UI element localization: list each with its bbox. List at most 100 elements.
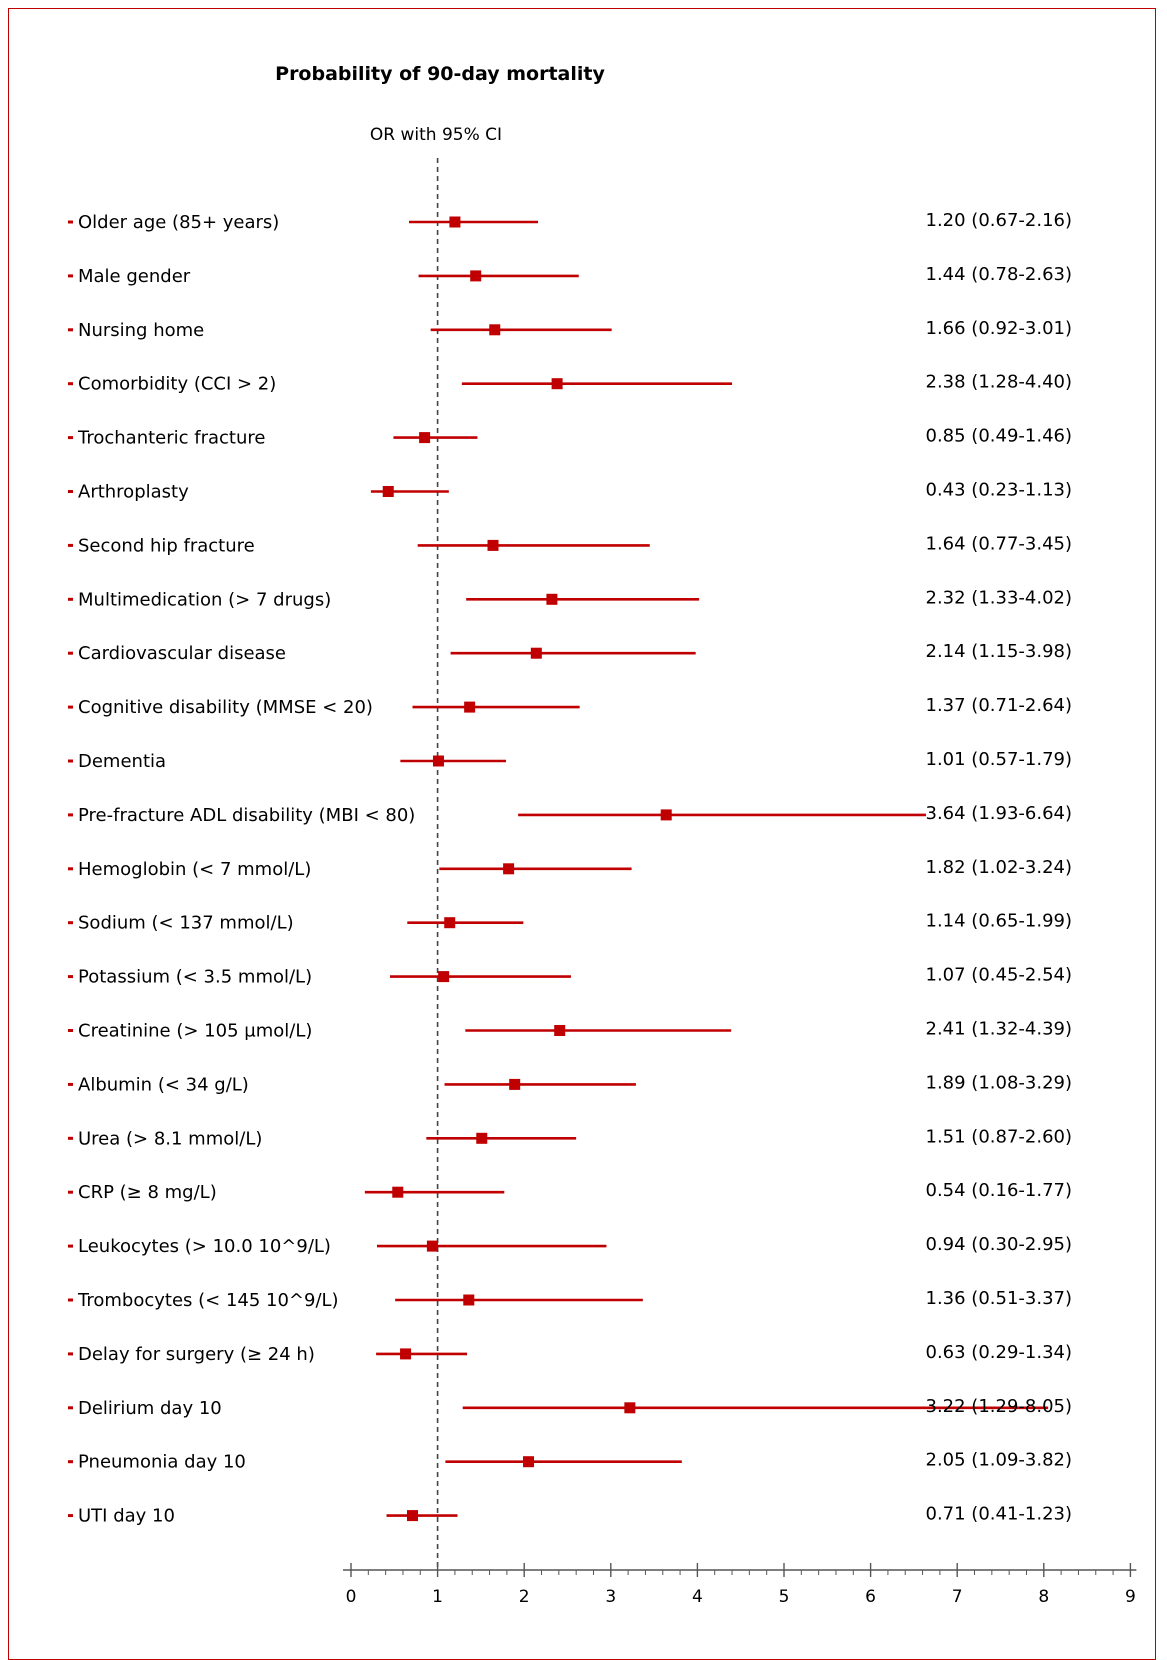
row-label: Multimedication (> 7 drugs) <box>78 589 331 610</box>
or-ci-value: 1.89 (1.08-3.29) <box>926 1072 1073 1093</box>
forest-row: Sodium (< 137 mmol/L) 1.14 (0.65-1.99) <box>68 911 1072 934</box>
or-ci-value: 1.14 (0.65-1.99) <box>926 911 1073 932</box>
row-label: Urea (> 8.1 mmol/L) <box>78 1128 262 1149</box>
forest-row: Potassium (< 3.5 mmol/L) 1.07 (0.45-2.54) <box>68 965 1072 988</box>
or-ci-value: 0.43 (0.23-1.13) <box>926 480 1073 501</box>
forest-row: Pre-fracture ADL disability (MBI < 80) 3.… <box>68 803 1072 826</box>
point-estimate <box>406 1510 418 1522</box>
row-bullet <box>68 759 73 763</box>
row-bullet <box>68 705 73 709</box>
row-bullet <box>68 220 73 224</box>
point-estimate <box>444 917 456 929</box>
or-ci-value: 2.14 (1.15-3.98) <box>926 641 1073 662</box>
forest-row: Creatinine (> 105 µmol/L) 2.41 (1.32-4.39… <box>68 1019 1072 1042</box>
point-estimate <box>476 1132 488 1144</box>
row-label: Cognitive disability (MMSE < 20) <box>78 697 373 718</box>
forest-row: Trochanteric fracture 0.85 (0.49-1.46) <box>68 426 1072 449</box>
row-bullet <box>68 975 73 979</box>
or-ci-value: 0.71 (0.41-1.23) <box>926 1504 1073 1525</box>
point-estimate <box>624 1402 636 1414</box>
row-bullet <box>68 867 73 871</box>
row-bullet <box>68 1352 73 1356</box>
row-label: Dementia <box>78 751 166 772</box>
point-estimate <box>419 432 431 444</box>
row-label: Delay for surgery (≥ 24 h) <box>78 1344 315 1365</box>
or-ci-value: 1.20 (0.67-2.16) <box>926 210 1073 231</box>
row-label: Creatinine (> 105 µmol/L) <box>78 1021 312 1042</box>
row-label: Pneumonia day 10 <box>78 1452 246 1473</box>
row-label: Delirium day 10 <box>78 1398 222 1419</box>
point-estimate <box>489 324 501 336</box>
or-ci-value: 1.36 (0.51-3.37) <box>926 1288 1073 1309</box>
point-estimate <box>554 1025 566 1036</box>
row-bullet <box>68 1298 73 1302</box>
x-tick-label: 7 <box>952 1587 963 1607</box>
point-estimate <box>470 270 482 282</box>
forest-row: Arthroplasty 0.43 (0.23-1.13) <box>68 480 1072 503</box>
row-label: Leukocytes (> 10.0 10^9/L) <box>78 1236 331 1257</box>
point-estimate <box>551 378 563 390</box>
forest-row: Urea (> 8.1 mmol/L) 1.51 (0.87-2.60) <box>68 1126 1072 1149</box>
row-label: Pre-fracture ADL disability (MBI < 80) <box>78 805 415 826</box>
or-ci-value: 1.07 (0.45-2.54) <box>926 965 1073 986</box>
row-label: Potassium (< 3.5 mmol/L) <box>78 967 312 988</box>
row-bullet <box>68 813 73 817</box>
point-estimate <box>400 1348 412 1360</box>
point-estimate <box>438 971 450 983</box>
row-label: Cardiovascular disease <box>78 643 286 664</box>
or-ci-value: 0.94 (0.30-2.95) <box>926 1234 1073 1255</box>
forest-row: Pneumonia day 10 2.05 (1.09-3.82) <box>68 1450 1072 1473</box>
row-bullet <box>68 1514 73 1518</box>
forest-row: Multimedication (> 7 drugs) 2.32 (1.33-4.… <box>68 587 1072 610</box>
row-label: Albumin (< 34 g/L) <box>78 1074 249 1095</box>
or-ci-value: 0.85 (0.49-1.46) <box>926 426 1073 447</box>
row-bullet <box>68 490 73 493</box>
row-label: Hemoglobin (< 7 mmol/L) <box>78 859 311 880</box>
or-ci-value: 3.64 (1.93-6.64) <box>926 803 1073 824</box>
point-estimate <box>509 1078 521 1090</box>
point-estimate <box>546 593 558 605</box>
or-ci-value: 2.32 (1.33-4.02) <box>926 587 1073 608</box>
point-estimate <box>392 1186 404 1198</box>
point-estimate <box>449 216 461 228</box>
row-bullet <box>68 597 73 601</box>
point-estimate <box>426 1240 438 1252</box>
row-bullet <box>68 1406 73 1410</box>
forest-row: Delay for surgery (≥ 24 h) 0.63 (0.29-1.3… <box>68 1342 1072 1365</box>
forest-row: Older age (85+ years) 1.20 (0.67-2.16) <box>68 210 1072 233</box>
forest-row: Cardiovascular disease 2.14 (1.15-3.98) <box>68 641 1072 664</box>
point-estimate <box>530 647 542 659</box>
forest-row: UTI day 10 0.71 (0.41-1.23) <box>68 1504 1072 1527</box>
row-bullet <box>68 921 73 925</box>
forest-row: Nursing home 1.66 (0.92-3.01) <box>68 318 1072 341</box>
row-bullet <box>68 1082 73 1086</box>
x-tick-label: 0 <box>346 1587 357 1607</box>
row-label: CRP (≥ 8 mg/L) <box>78 1182 217 1203</box>
forest-row: Leukocytes (> 10.0 10^9/L) 0.94 (0.30-2.9… <box>68 1234 1072 1257</box>
row-label: Older age (85+ years) <box>78 212 279 233</box>
row-bullet <box>68 328 73 332</box>
row-label: Male gender <box>78 266 191 287</box>
or-ci-value: 0.54 (0.16-1.77) <box>926 1180 1073 1201</box>
row-bullet <box>68 1029 73 1032</box>
forest-row: Dementia 1.01 (0.57-1.79) <box>68 749 1072 772</box>
forest-row: Hemoglobin (< 7 mmol/L) 1.82 (1.02-3.24) <box>68 857 1072 880</box>
forest-row: Cognitive disability (MMSE < 20) 1.37 (0.… <box>68 695 1072 718</box>
point-estimate <box>463 1294 475 1306</box>
row-bullet <box>68 651 73 655</box>
or-ci-value: 1.51 (0.87-2.60) <box>926 1126 1073 1147</box>
or-ci-value: 2.41 (1.32-4.39) <box>926 1019 1073 1040</box>
or-ci-value: 3.22 (1.29-8.05) <box>926 1396 1073 1417</box>
row-label: Nursing home <box>78 320 204 341</box>
forest-row: Comorbidity (CCI > 2) 2.38 (1.28-4.40) <box>68 372 1072 395</box>
row-label: Sodium (< 137 mmol/L) <box>78 913 294 934</box>
x-tick-label: 9 <box>1125 1587 1136 1607</box>
or-ci-value: 0.63 (0.29-1.34) <box>926 1342 1073 1363</box>
forest-row: Male gender 1.44 (0.78-2.63) <box>68 264 1072 287</box>
point-estimate <box>487 539 499 551</box>
chart-title: Probability of 90-day mortality <box>275 63 605 85</box>
row-bullet <box>68 274 73 278</box>
point-estimate <box>523 1456 535 1468</box>
or-ci-value: 1.66 (0.92-3.01) <box>926 318 1073 339</box>
x-tick-label: 1 <box>432 1587 443 1607</box>
